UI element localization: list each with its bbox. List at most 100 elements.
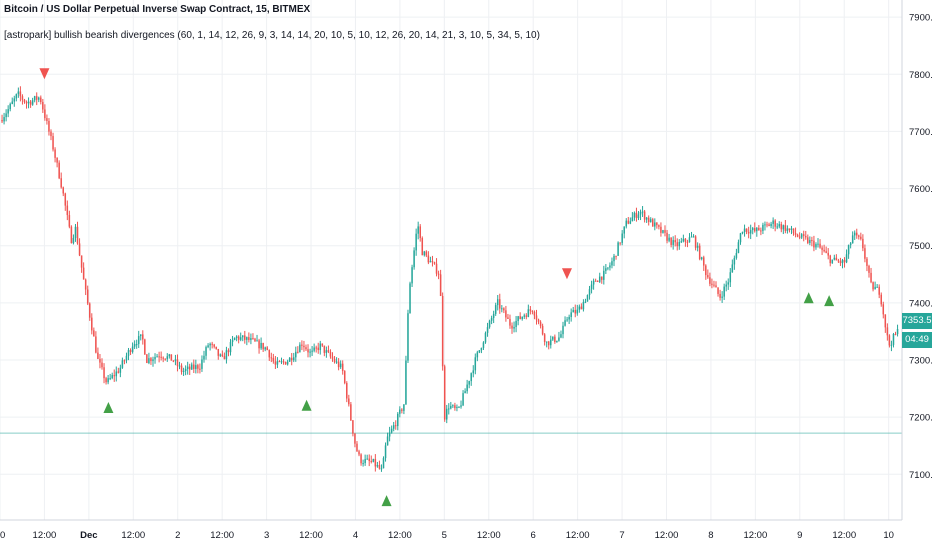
candle-body xyxy=(896,329,899,335)
candle-body xyxy=(109,378,111,380)
candle-body xyxy=(574,310,577,314)
candle-body xyxy=(780,224,783,230)
candle-body xyxy=(672,240,674,245)
candle-body xyxy=(411,267,413,284)
candle-body xyxy=(188,366,191,370)
candle-body xyxy=(611,261,613,266)
candle-body xyxy=(450,406,452,409)
candle-body xyxy=(590,284,593,290)
candle-body xyxy=(84,279,87,290)
candle-body xyxy=(241,335,244,338)
candle-body xyxy=(705,265,707,276)
candle-body xyxy=(823,249,825,252)
candle-body xyxy=(117,371,120,373)
candle-body xyxy=(307,349,309,353)
candle-body xyxy=(327,350,330,352)
x-tick-label: 9 xyxy=(797,530,802,541)
candle-body xyxy=(837,260,840,262)
candle-body xyxy=(888,335,891,346)
candle-body xyxy=(676,242,679,247)
candle-body xyxy=(368,458,370,462)
candle-body xyxy=(88,303,91,318)
candle-body xyxy=(731,264,734,273)
candle-body xyxy=(807,237,809,243)
candle-body xyxy=(433,262,436,264)
candle-body xyxy=(782,225,785,230)
candle-body xyxy=(576,309,579,314)
candle-body xyxy=(174,359,177,361)
candle-body xyxy=(517,316,519,321)
x-tick-label: 6 xyxy=(531,530,536,541)
candle-body xyxy=(166,356,169,360)
candle-body xyxy=(31,100,34,105)
candle-body xyxy=(513,326,515,329)
x-tick-label: 12:00 xyxy=(655,530,679,541)
candle-body xyxy=(747,231,750,234)
candle-body xyxy=(278,361,281,363)
candle-body xyxy=(884,314,887,328)
candle-body xyxy=(290,357,293,361)
candle-body xyxy=(674,240,676,243)
candle-body xyxy=(91,317,93,331)
candle-body xyxy=(146,354,148,364)
candle-body xyxy=(260,342,262,349)
bullish-divergence-marker xyxy=(803,292,814,304)
candle-body xyxy=(641,211,644,213)
candle-body xyxy=(266,347,268,350)
candle-body xyxy=(199,368,201,370)
candle-body xyxy=(521,316,523,319)
candle-body xyxy=(23,99,26,103)
candle-body xyxy=(452,405,454,407)
candle-body xyxy=(621,233,623,243)
candle-body xyxy=(539,321,542,326)
candle-body xyxy=(470,373,472,382)
candle-body xyxy=(186,366,189,369)
candle-body xyxy=(1,120,3,122)
candle-body xyxy=(880,294,883,305)
candle-body xyxy=(158,356,160,358)
candle-body xyxy=(654,222,656,227)
candle-body xyxy=(235,336,238,338)
candle-body xyxy=(443,366,446,420)
y-tick-label: 7700.0 xyxy=(909,127,932,138)
candle-body xyxy=(684,238,687,242)
candle-body xyxy=(182,371,185,373)
candle-body xyxy=(231,339,234,343)
candle-body xyxy=(703,257,705,266)
candle-body xyxy=(847,245,850,255)
candle-body xyxy=(135,344,138,346)
candle-body xyxy=(664,230,666,233)
candle-body xyxy=(99,358,101,363)
candle-body xyxy=(766,224,768,226)
candle-body xyxy=(609,265,611,268)
candle-body xyxy=(5,113,7,118)
candle-body xyxy=(794,233,797,235)
candle-body xyxy=(692,236,695,238)
candle-body xyxy=(821,247,823,250)
candle-body xyxy=(688,237,691,243)
bullish-divergence-marker xyxy=(301,399,312,411)
candle-body xyxy=(123,360,126,362)
candle-body xyxy=(388,432,391,437)
signals-layer xyxy=(39,68,835,507)
bar-countdown-tag: 04:49 xyxy=(902,332,932,348)
candle-body xyxy=(735,253,738,258)
candle-body xyxy=(594,280,597,282)
candle-body xyxy=(592,280,595,285)
candle-body xyxy=(796,234,799,237)
candle-body xyxy=(329,351,332,357)
candle-body xyxy=(613,255,615,262)
candle-body xyxy=(299,344,301,353)
indicator-legend[interactable]: [astropark] bullish bearish divergences … xyxy=(4,30,540,41)
candle-body xyxy=(511,325,513,329)
bullish-divergence-marker xyxy=(381,495,392,507)
candle-body xyxy=(531,310,534,312)
candle-body xyxy=(343,371,346,384)
candle-body xyxy=(215,346,217,349)
candle-body xyxy=(150,358,152,362)
candle-body xyxy=(686,241,689,243)
candle-body xyxy=(680,241,683,243)
candle-body xyxy=(341,363,344,372)
